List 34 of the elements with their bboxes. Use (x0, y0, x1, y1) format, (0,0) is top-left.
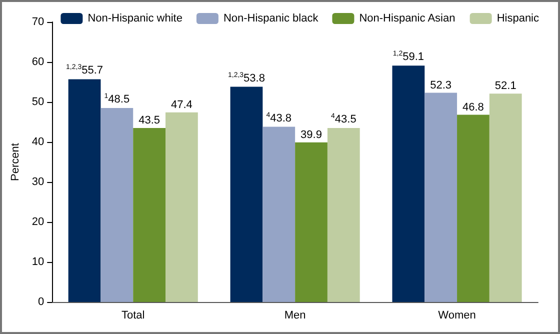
x-tick-label: Women (438, 310, 476, 322)
legend-label: Non-Hispanic black (223, 12, 319, 24)
bar (68, 79, 101, 302)
bar (230, 86, 263, 302)
bar (327, 128, 360, 302)
y-tick-label: 0 (38, 296, 44, 308)
bar (392, 66, 425, 302)
bar (424, 92, 458, 302)
legend-label: Non-Hispanic white (88, 12, 182, 24)
data-label: 46.8 (462, 101, 484, 114)
y-tick-label: 70 (32, 16, 44, 28)
bar (100, 108, 134, 302)
y-tick-label: 60 (32, 56, 44, 68)
data-label: 39.9 (300, 128, 322, 141)
data-label: 52.1 (494, 80, 516, 92)
y-tick-label: 20 (32, 216, 44, 228)
legend-label: Non-Hispanic Asian (359, 12, 456, 24)
bar (262, 126, 296, 302)
x-tick-label: Men (284, 310, 306, 322)
bar (457, 114, 490, 302)
x-tick-label: Total (121, 310, 145, 322)
y-tick-label: 40 (32, 136, 44, 148)
data-label: 43.5 (138, 114, 160, 126)
y-tick-label: 10 (32, 256, 44, 268)
legend-label: Hispanic (496, 12, 540, 24)
y-axis-title: Percent (10, 143, 22, 181)
bar (295, 142, 328, 302)
bar (489, 94, 522, 302)
data-label: 52.3 (430, 79, 452, 92)
bar (133, 128, 166, 302)
y-tick-label: 50 (32, 96, 44, 108)
y-tick-label: 30 (32, 176, 44, 188)
bar (166, 112, 198, 302)
data-label: 47.4 (170, 98, 192, 111)
